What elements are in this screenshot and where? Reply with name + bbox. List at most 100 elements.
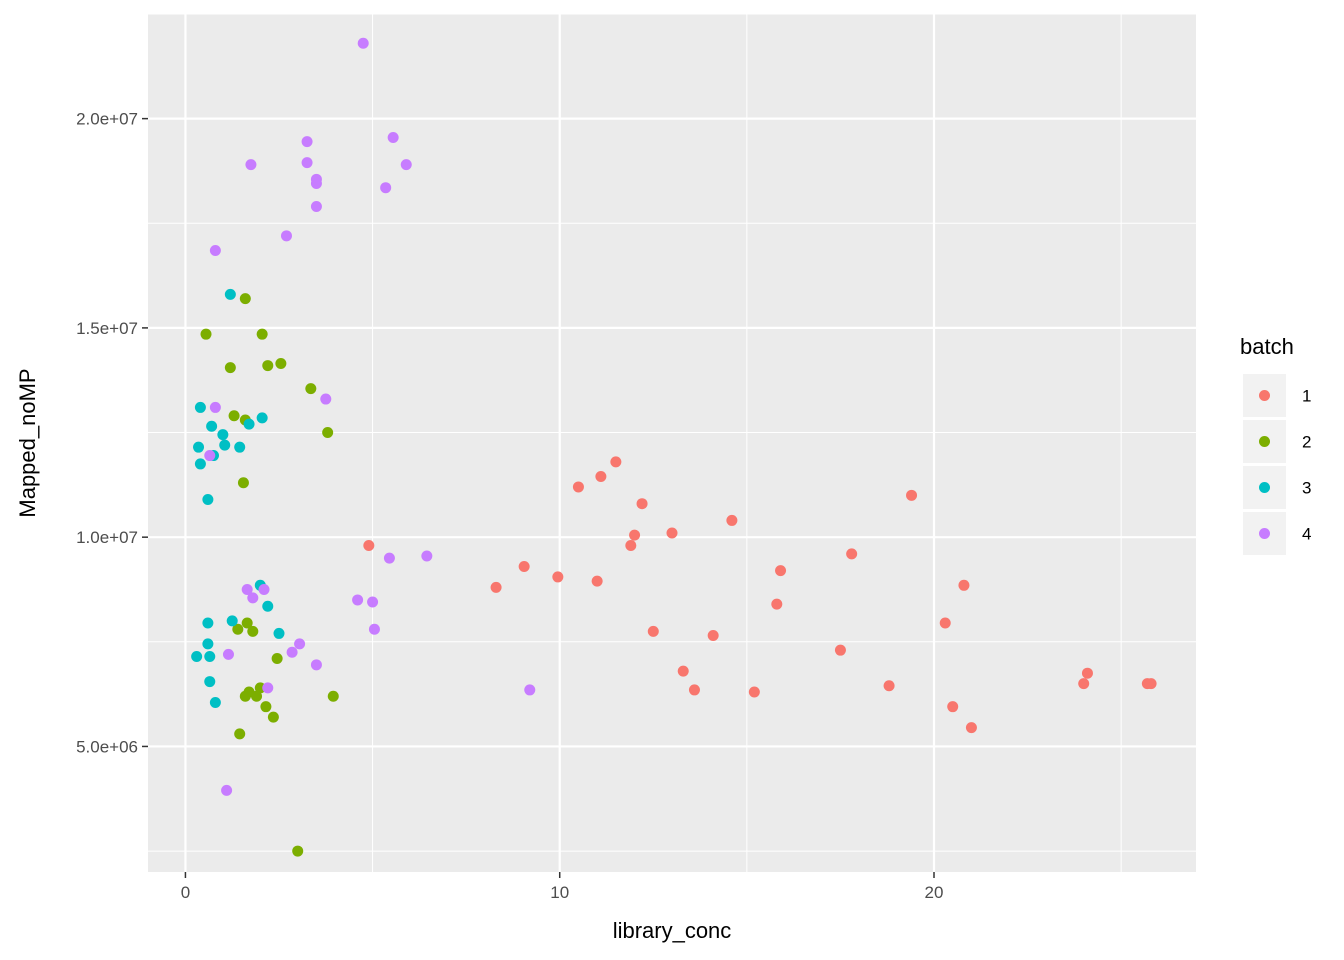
data-point-batch-4: [310, 201, 322, 213]
data-point-batch-4: [368, 623, 380, 635]
minor-gridlines: [148, 13, 1196, 872]
data-point-batch-4: [209, 244, 221, 256]
y-tick-label: 1.5e+07: [76, 319, 138, 338]
x-tick-label: 10: [550, 883, 569, 902]
data-point-batch-1: [846, 548, 858, 560]
data-point-batch-1: [518, 560, 530, 572]
data-point-batch-3: [202, 638, 214, 650]
data-point-batch-1: [677, 665, 689, 677]
x-axis-title: library_conc: [613, 918, 732, 943]
plot-panel: [148, 14, 1196, 872]
data-point-batch-4: [221, 784, 233, 796]
data-point-batch-2: [275, 357, 287, 369]
data-point-batch-4: [301, 136, 313, 148]
data-point-batch-1: [490, 581, 502, 593]
data-point-batch-1: [591, 575, 603, 587]
data-point-batch-1: [965, 722, 977, 734]
data-point-batch-3: [226, 615, 238, 627]
x-axis-ticks: 0 10 20: [181, 872, 944, 902]
data-point-batch-4: [367, 596, 379, 608]
data-point-batch-2: [267, 711, 279, 723]
data-point-batch-4: [320, 393, 332, 405]
y-axis-ticks: 5.0e+06 1.0e+07 1.5e+07 2.0e+07: [76, 110, 148, 756]
data-point-batch-4: [357, 37, 369, 49]
data-point-batch-4: [387, 131, 399, 143]
data-point-batch-2: [251, 690, 263, 702]
data-point-batch-2: [224, 362, 236, 374]
data-point-batch-2: [234, 728, 246, 740]
data-point-batch-1: [629, 529, 641, 541]
data-point-batch-4: [241, 583, 253, 595]
data-point-batch-2: [292, 845, 304, 857]
data-point-batch-1: [958, 579, 970, 591]
data-point-batch-1: [666, 527, 678, 539]
data-point-batch-4: [310, 659, 322, 671]
legend-symbol: [1259, 528, 1270, 539]
legend: batch 1 2 3 4: [1240, 334, 1311, 555]
data-point-batch-4: [524, 684, 536, 696]
data-point-batch-1: [610, 456, 622, 468]
data-point-batch-3: [219, 439, 231, 451]
data-point-batch-1: [834, 644, 846, 656]
data-point-batch-1: [726, 514, 738, 526]
data-point-batch-2: [228, 410, 240, 422]
data-point-batch-1: [636, 498, 648, 510]
legend-symbol: [1259, 390, 1270, 401]
x-tick-label: 20: [925, 883, 944, 902]
data-point-batch-4: [262, 682, 274, 694]
data-point-batch-2: [232, 623, 244, 635]
data-point-batch-2: [241, 617, 253, 629]
data-point-batch-2: [262, 360, 274, 372]
data-point-batch-3: [204, 676, 216, 688]
data-point-batch-2: [200, 328, 212, 340]
data-point-batch-4: [383, 552, 395, 564]
legend-title: batch: [1240, 334, 1294, 359]
data-points: [191, 37, 1157, 857]
data-point-batch-1: [595, 470, 607, 482]
data-point-batch-3: [206, 420, 218, 432]
y-tick-label: 1.0e+07: [76, 528, 138, 547]
data-point-batch-2: [260, 701, 272, 713]
data-point-batch-3: [204, 650, 216, 662]
data-point-batch-4: [222, 648, 234, 660]
data-point-batch-4: [400, 159, 412, 171]
legend-label: 4: [1302, 525, 1311, 544]
data-point-batch-1: [363, 540, 375, 552]
major-gridlines: [148, 14, 1196, 872]
legend-symbol: [1259, 482, 1270, 493]
data-point-batch-3: [202, 617, 214, 629]
legend-label: 1: [1302, 387, 1311, 406]
legend-symbol: [1259, 436, 1270, 447]
y-tick-label: 2.0e+07: [76, 110, 138, 129]
data-point-batch-4: [294, 638, 306, 650]
data-point-batch-1: [947, 701, 959, 713]
data-point-batch-2: [322, 427, 334, 439]
data-point-batch-3: [243, 418, 255, 430]
data-point-batch-3: [256, 412, 268, 424]
data-point-batch-3: [209, 696, 221, 708]
data-point-batch-3: [202, 494, 214, 506]
data-point-batch-3: [234, 441, 246, 453]
data-point-batch-1: [647, 625, 659, 637]
legend-label: 3: [1302, 479, 1311, 498]
data-point-batch-1: [1145, 678, 1157, 690]
data-point-batch-1: [1078, 678, 1090, 690]
x-tick-label: 0: [181, 883, 190, 902]
data-point-batch-1: [688, 684, 700, 696]
data-point-batch-1: [625, 540, 637, 552]
data-point-batch-2: [327, 690, 339, 702]
data-point-batch-1: [707, 630, 719, 642]
data-point-batch-3: [262, 600, 274, 612]
data-point-batch-1: [939, 617, 951, 629]
data-point-batch-3: [194, 401, 206, 413]
legend-label: 2: [1302, 433, 1311, 452]
data-point-batch-2: [247, 625, 259, 637]
data-point-batch-1: [906, 489, 918, 501]
data-point-batch-2: [271, 653, 283, 665]
data-point-batch-3: [194, 458, 206, 470]
data-point-batch-2: [237, 477, 249, 489]
data-point-batch-4: [280, 230, 292, 242]
data-point-batch-4: [209, 401, 221, 413]
data-point-batch-2: [239, 293, 251, 305]
data-point-batch-4: [310, 178, 322, 190]
